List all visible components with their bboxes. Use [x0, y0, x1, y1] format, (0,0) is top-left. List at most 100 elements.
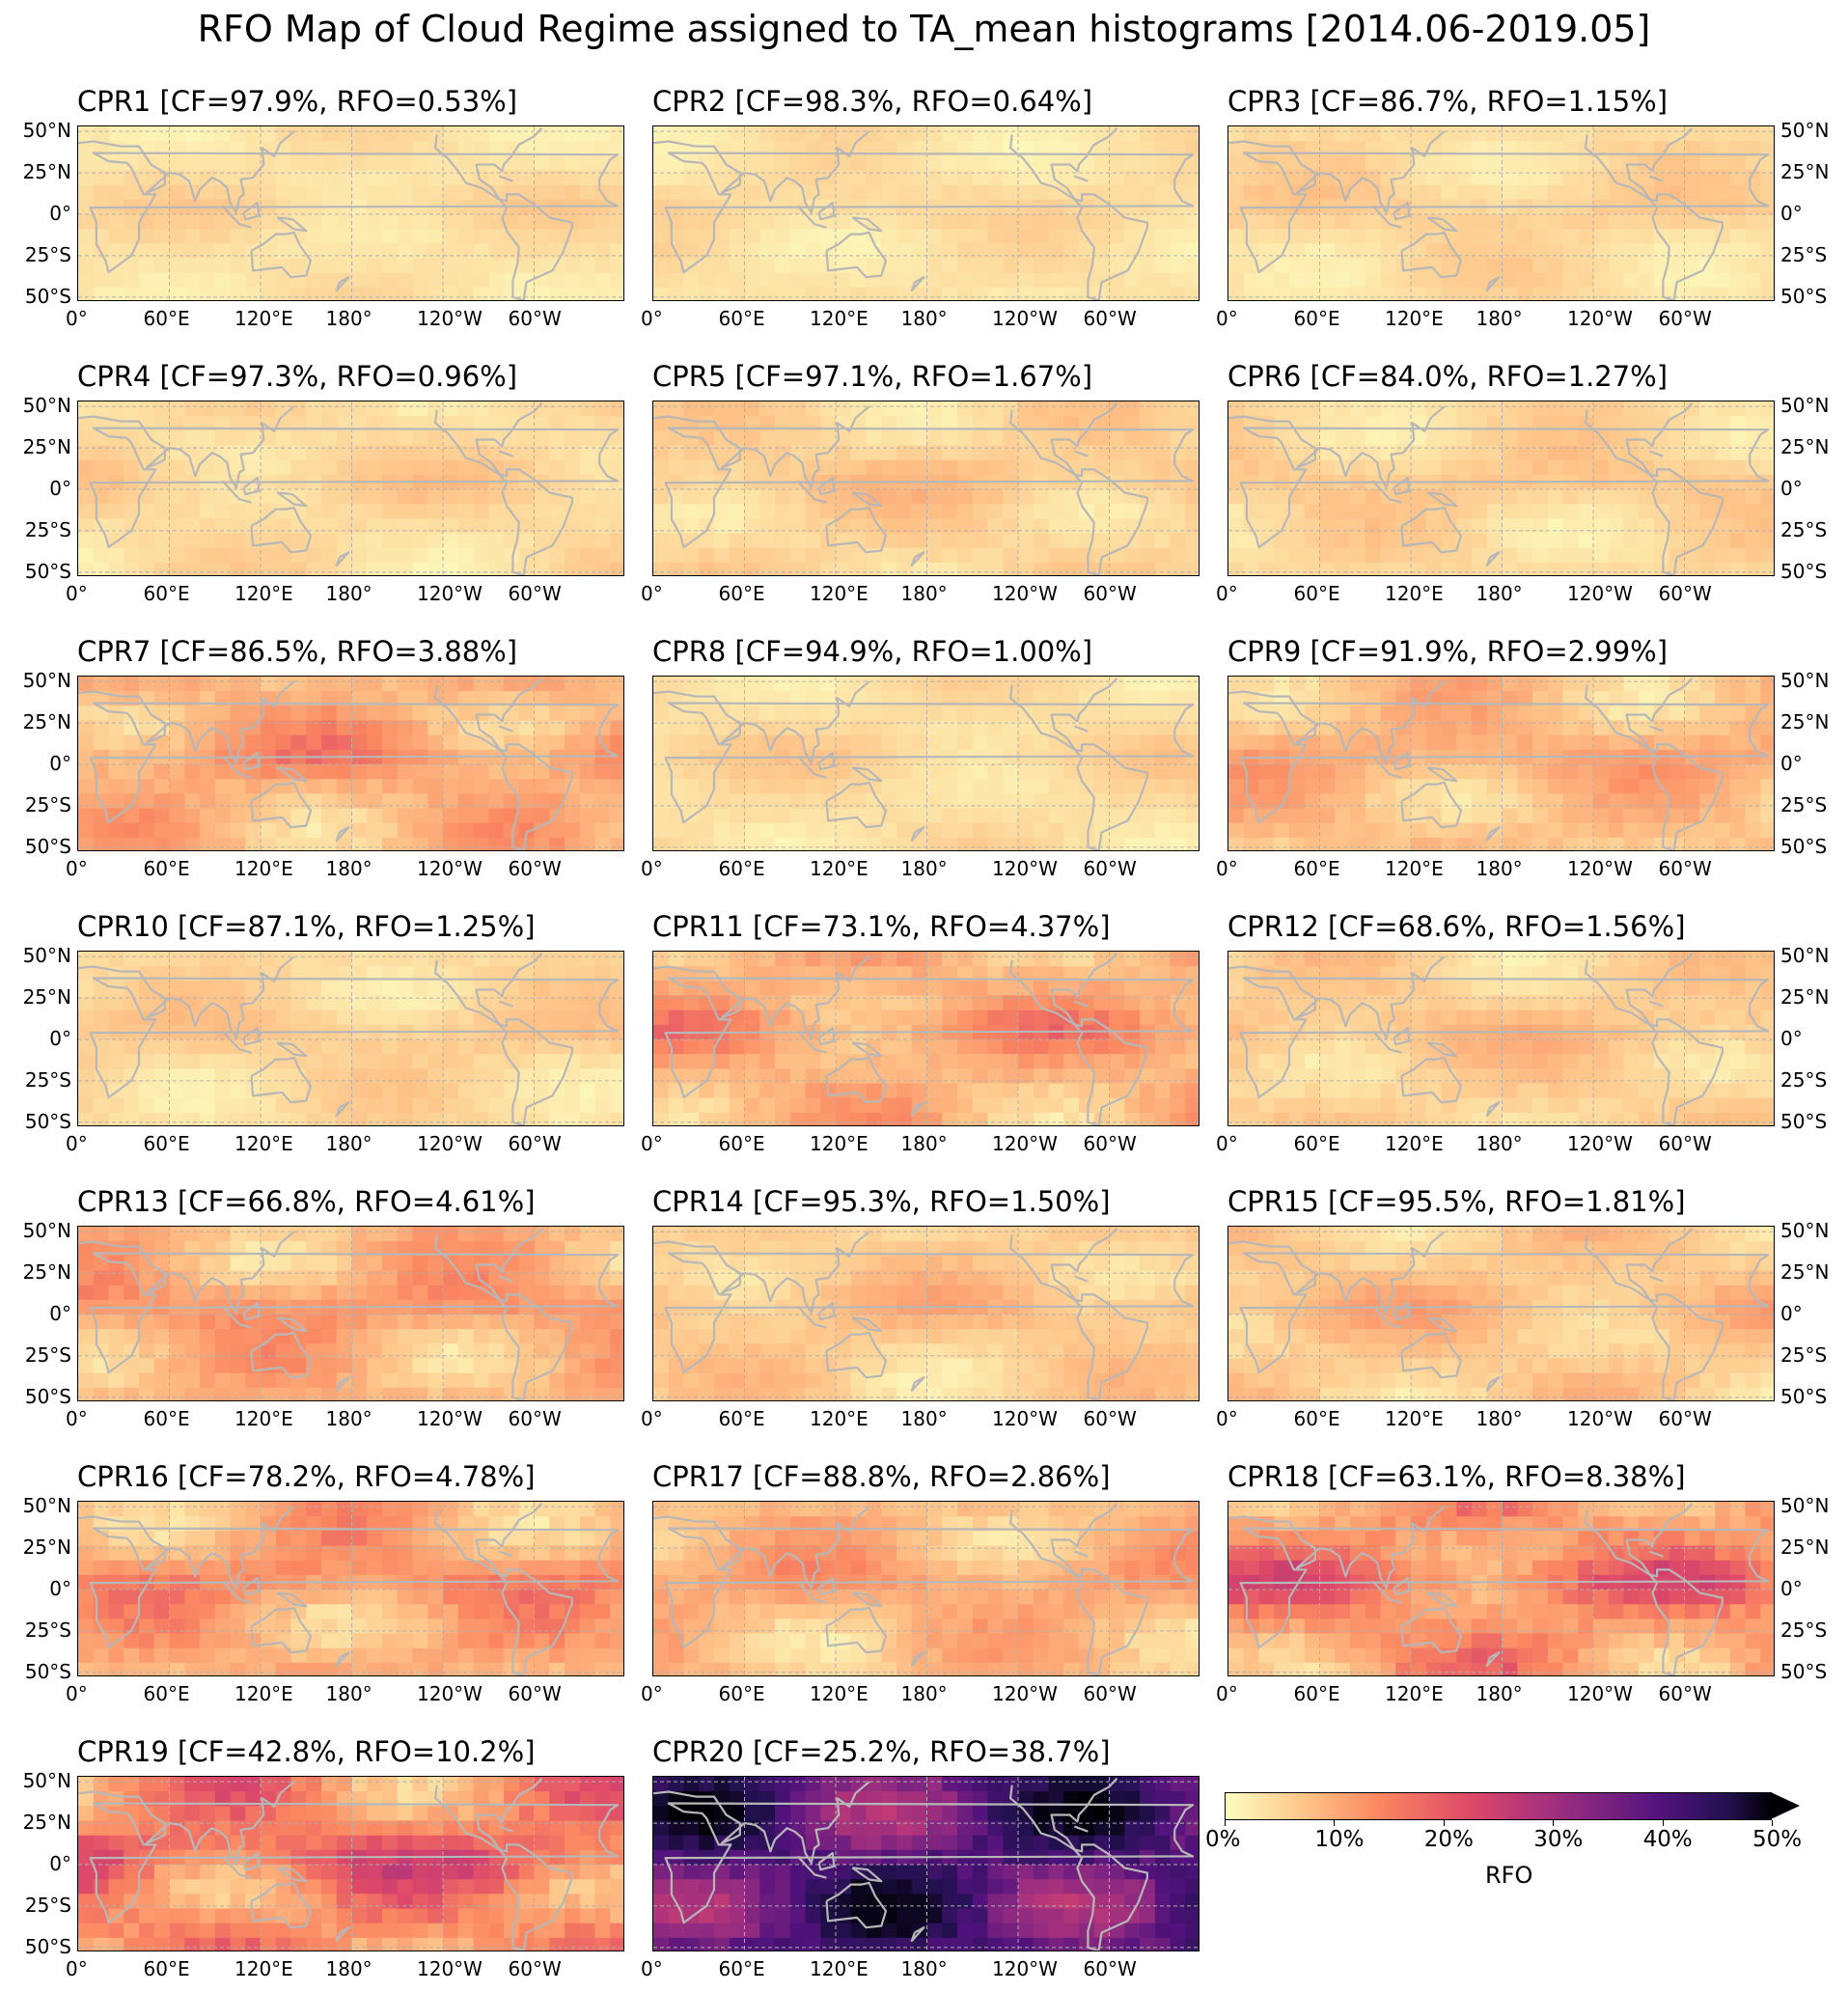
rfo-cell — [1760, 504, 1774, 519]
rfo-cell — [443, 734, 459, 751]
rfo-cell — [397, 793, 414, 810]
rfo-cell — [153, 401, 171, 417]
rfo-cell — [1472, 170, 1488, 186]
rfo-cell — [759, 981, 776, 997]
rfo-cell — [1048, 518, 1064, 535]
rfo-cell — [881, 995, 897, 1011]
rfo-cell — [1185, 677, 1199, 692]
rfo-cell — [714, 401, 731, 417]
rfo-cell — [1547, 416, 1564, 431]
rfo-cell — [1456, 764, 1473, 780]
rfo-cell — [534, 459, 550, 476]
rfo-cell — [336, 243, 353, 260]
rfo-cell — [1228, 243, 1245, 260]
rfo-cell — [78, 199, 95, 215]
lat-tick-label: 25°N — [1780, 160, 1830, 184]
rfo-cell — [443, 1112, 459, 1125]
rfo-cell — [230, 229, 246, 244]
rfo-cell — [412, 430, 428, 447]
rfo-cell — [1289, 155, 1306, 172]
rfo-cell — [805, 258, 821, 274]
lat-tick-label: 50°S — [1780, 559, 1828, 583]
rfo-cell — [836, 155, 852, 172]
rfo-cell — [1760, 779, 1774, 794]
rfo-cell — [1699, 126, 1716, 142]
rfo-cell — [1472, 141, 1488, 156]
rfo-cell — [78, 229, 95, 244]
rfo-cell — [457, 445, 475, 461]
rfo-cell — [184, 764, 201, 780]
rfo-cell — [610, 720, 623, 736]
rfo-cell — [1456, 287, 1473, 300]
rfo-cell — [926, 533, 943, 549]
rfo-cell — [1048, 430, 1064, 447]
rfo-cell — [290, 184, 307, 201]
rfo-cell — [1578, 547, 1594, 564]
rfo-cell — [1729, 243, 1747, 260]
rfo-cell — [245, 706, 262, 722]
rfo-cell — [759, 808, 776, 824]
rfo-cell — [367, 445, 383, 461]
rfo-cell — [729, 779, 746, 794]
rfo-cell — [1154, 184, 1172, 201]
rfo-cell — [443, 1083, 459, 1099]
coastline — [78, 405, 295, 489]
rfo-cell — [565, 445, 581, 461]
rfo-cell — [1395, 837, 1412, 850]
rfo-cell — [1018, 416, 1034, 431]
rfo-cell — [367, 416, 383, 431]
rfo-cell — [579, 1039, 596, 1055]
rfo-cell — [153, 459, 171, 476]
coastline — [653, 680, 870, 764]
rfo-cell — [1608, 287, 1625, 300]
rfo-cell — [579, 126, 596, 142]
coastline — [1393, 476, 1411, 496]
rfo-cell — [443, 459, 459, 476]
rfo-cell — [261, 1068, 277, 1085]
rfo-cell — [926, 229, 943, 244]
rfo-cell — [1243, 170, 1260, 186]
rfo-cell — [1170, 822, 1186, 839]
rfo-cell — [1502, 229, 1518, 244]
rfo-cell — [1547, 734, 1564, 751]
rfo-cell — [653, 562, 670, 575]
rfo-cell — [214, 1097, 232, 1114]
rfo-cell — [1124, 1024, 1141, 1040]
rfo-cell — [729, 793, 746, 810]
rfo-cell — [473, 706, 489, 722]
rfo-cell — [1228, 518, 1245, 535]
rfo-cell — [1274, 808, 1290, 824]
rfo-cell — [382, 243, 399, 260]
rfo-cell — [1639, 287, 1655, 300]
coastline — [851, 766, 883, 783]
rfo-cell — [108, 445, 124, 461]
rfo-cell — [1185, 199, 1199, 215]
rfo-cell — [1760, 170, 1774, 186]
rfo-cell — [1411, 764, 1427, 780]
rfo-cell — [1350, 401, 1366, 417]
rfo-cell — [245, 155, 262, 172]
rfo-cell — [518, 243, 536, 260]
rfo-cell — [1154, 474, 1172, 490]
rfo-cell — [230, 533, 246, 549]
rfo-cell — [820, 547, 837, 564]
rfo-cell — [1018, 184, 1034, 201]
rfo-cell — [987, 416, 1004, 431]
rfo-cell — [1517, 547, 1533, 564]
rfo-cell — [1003, 1054, 1019, 1069]
rfo-cell — [397, 533, 414, 549]
rfo-cell — [139, 995, 155, 1011]
rfo-cell — [1532, 677, 1549, 692]
rfo-cell — [1578, 430, 1594, 447]
rfo-cell — [78, 1054, 95, 1069]
rfo-cell — [1502, 518, 1518, 535]
rfo-cell — [942, 691, 958, 706]
rfo-cell — [1578, 677, 1594, 692]
rfo-cell — [261, 808, 277, 824]
rfo-cell — [457, 677, 475, 692]
rfo-cell — [78, 1097, 95, 1114]
rfo-cell — [412, 126, 428, 142]
rfo-cell — [1715, 533, 1731, 549]
rfo-cell — [504, 401, 520, 417]
rfo-cell — [488, 126, 505, 142]
